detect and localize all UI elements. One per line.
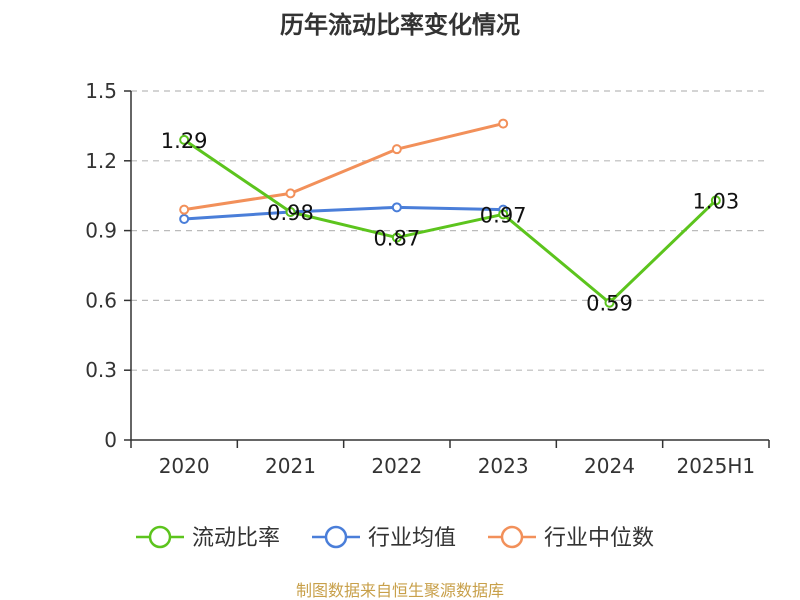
data-point [391, 232, 402, 243]
source-note: 制图数据来自恒生聚源数据库 [296, 581, 504, 600]
data-point [285, 188, 296, 199]
data-label-layer: 1.29 0.98 0.87 0.97 0.59 1.03 [161, 129, 739, 316]
series-line [183, 122, 504, 212]
data-point [285, 206, 296, 217]
series-0 [179, 134, 721, 308]
grid-layer [131, 90, 769, 371]
y-tick-label: 1.2 [85, 149, 117, 173]
legend-label: 行业中位数 [544, 526, 654, 551]
series-line [184, 205, 504, 221]
data-label: 0.98 [267, 201, 314, 225]
legend-marker [148, 525, 172, 549]
x-tick-label: 2022 [371, 454, 422, 478]
data-label: 0.87 [373, 227, 420, 251]
legend-label: 行业均值 [368, 526, 456, 551]
y-tick-label: 0 [104, 428, 117, 452]
data-label: 0.59 [586, 292, 633, 316]
series-1 [179, 202, 509, 224]
legend-item: 流动比率 [136, 525, 280, 551]
data-label: 0.97 [480, 203, 527, 227]
data-label: 1.03 [692, 189, 739, 213]
x-tick-label: 2023 [478, 454, 529, 478]
series-layer [179, 118, 721, 308]
data-point [710, 195, 721, 206]
legend-marker [500, 525, 524, 549]
y-tick-label: 0.6 [85, 288, 117, 312]
series-line [183, 138, 717, 305]
y-tick-label: 1.5 [85, 79, 117, 103]
x-tick-label: 2021 [265, 454, 316, 478]
data-point [604, 297, 615, 308]
chart-title: 历年流动比率变化情况 [280, 11, 520, 39]
x-tick-label: 2020 [159, 454, 210, 478]
legend-marker [324, 525, 348, 549]
y-tick-label: 0.9 [85, 219, 117, 243]
data-point [179, 134, 190, 145]
x-tick-label: 2024 [584, 454, 635, 478]
data-point [179, 213, 190, 224]
legend: 流动比率 行业均值 行业中位数 [136, 525, 654, 551]
data-point [391, 202, 402, 213]
legend-label: 流动比率 [192, 526, 280, 551]
legend-item: 行业均值 [312, 525, 456, 551]
data-point [391, 144, 402, 155]
x-tick-label: 2025H1 [676, 454, 755, 478]
data-label: 1.29 [161, 129, 208, 153]
data-point [498, 118, 509, 129]
axis-layer: 0 0.3 0.6 0.9 1.2 1.5 2020 2021 2022 2023 2024 2025… [85, 79, 770, 478]
legend-item: 行业中位数 [488, 525, 654, 551]
data-point [179, 204, 190, 215]
y-tick-label: 0.3 [85, 358, 117, 382]
series-2 [179, 118, 509, 215]
data-point [498, 209, 509, 220]
